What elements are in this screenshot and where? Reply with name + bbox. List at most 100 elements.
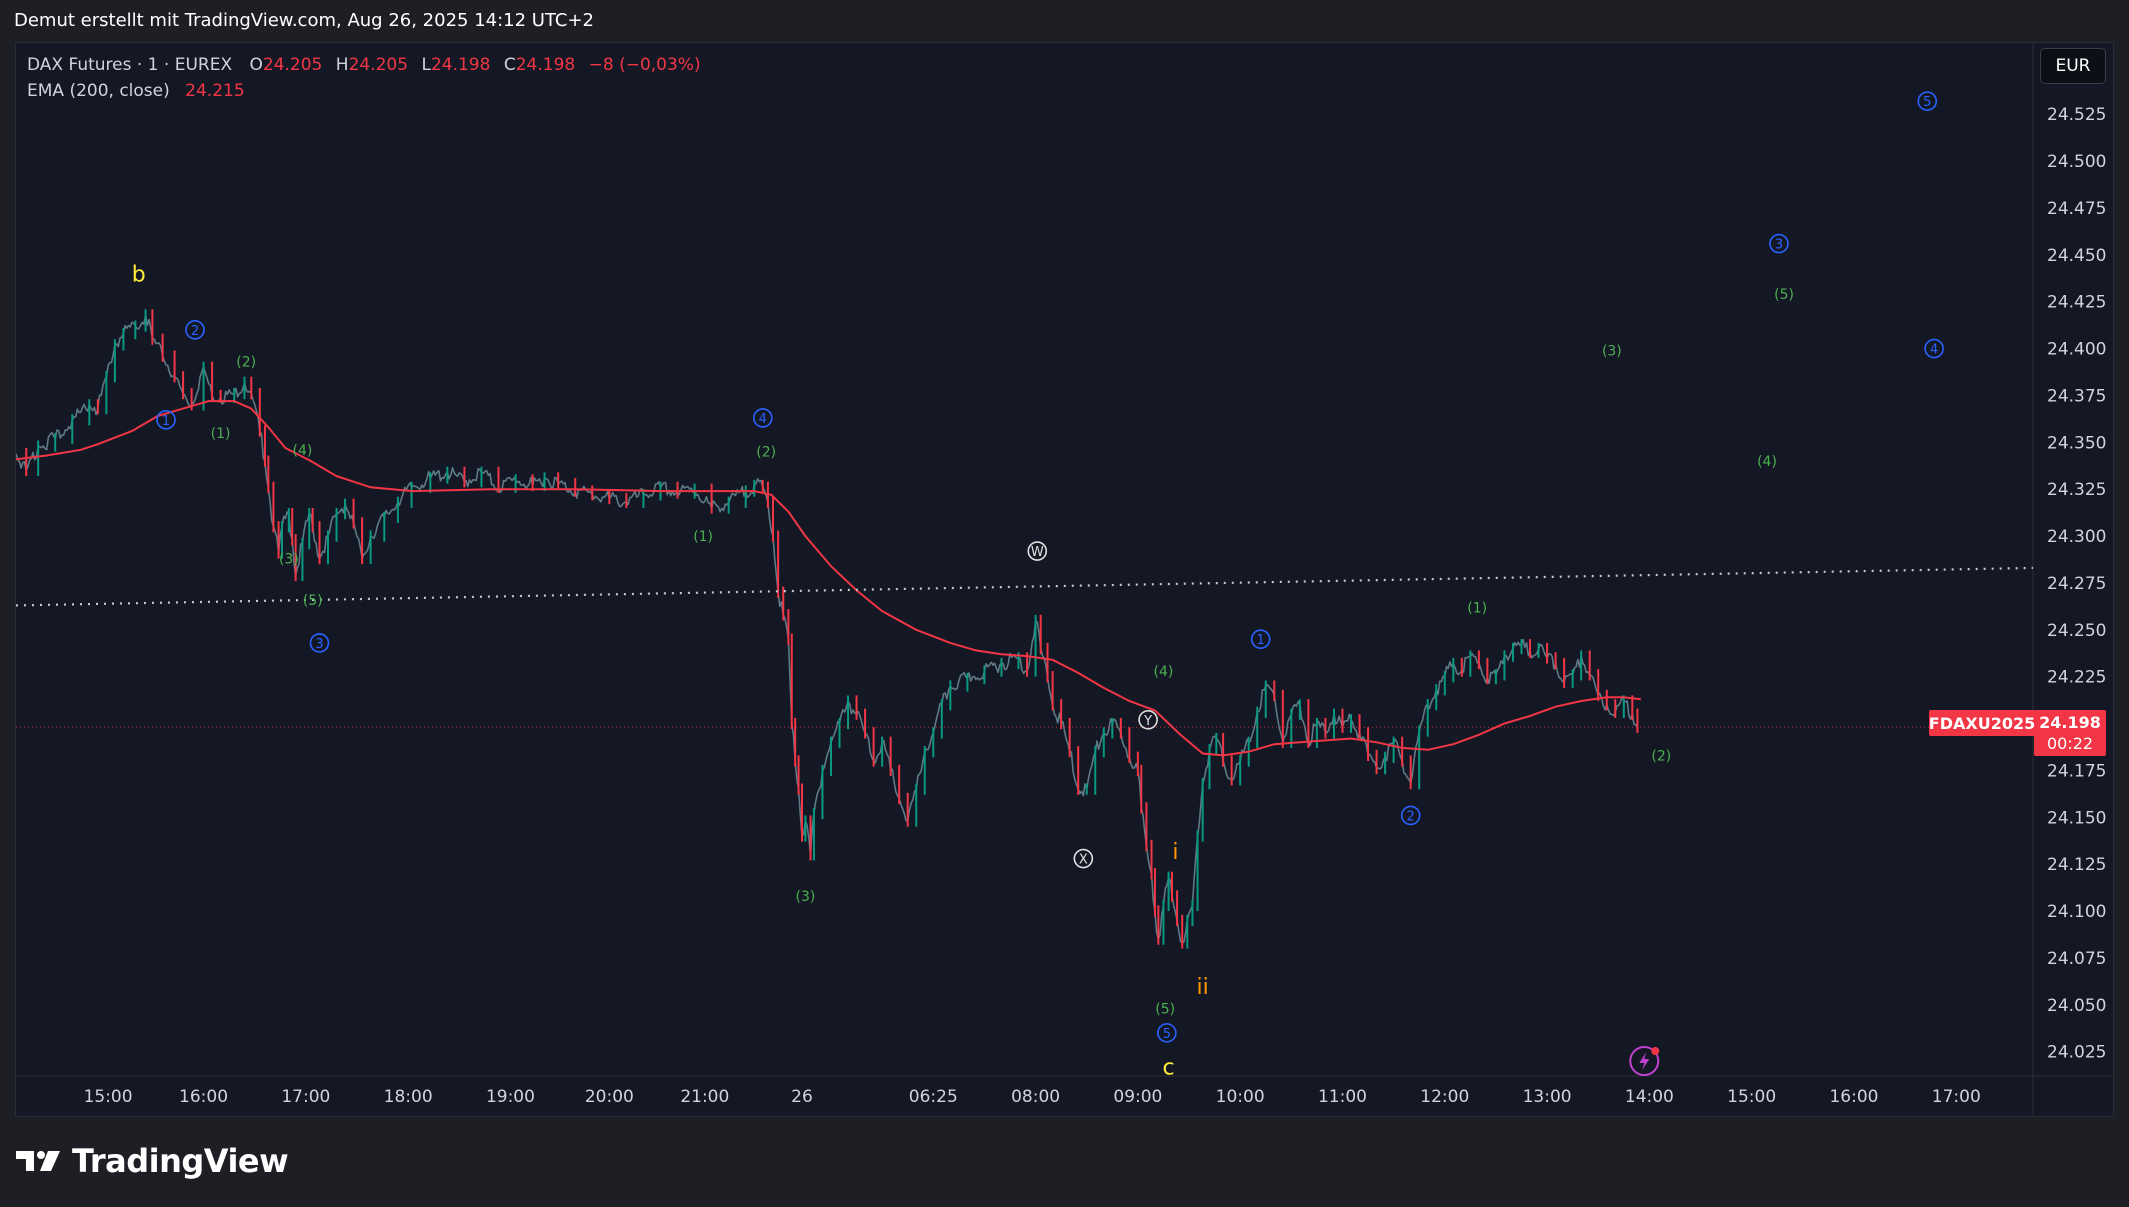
wave-label: (2)	[756, 445, 776, 461]
x-tick-label: 21:00	[680, 1087, 729, 1107]
low-value: 24.198	[430, 55, 491, 75]
wave-label-text: 2	[1407, 809, 1415, 824]
ema-value: 24.215	[185, 81, 245, 101]
y-tick-label: 24.175	[2047, 761, 2106, 781]
symbol-name[interactable]: DAX Futures · 1 · EUREX	[27, 55, 233, 75]
chart-frame[interactable]: b 2 (2) 1 (1) (4) (3) (5) 3 4 (2) (1) (3) W X Y (4) i ii (5…	[15, 42, 2114, 1117]
wave-label-text: Y	[1143, 714, 1152, 729]
wave-label: b	[132, 263, 146, 288]
wave-circle	[309, 633, 330, 653]
y-tick-label: 24.400	[2047, 340, 2106, 360]
open-value: 24.205	[262, 55, 323, 75]
wave-label: (2)	[1651, 748, 1671, 764]
wave-circle	[1250, 629, 1271, 649]
wave-circle	[1769, 233, 1789, 254]
ohlc-row: DAX Futures · 1 · EUREX O24.205 H24.205 …	[27, 52, 701, 78]
wave-label-circled: W	[1027, 541, 1048, 561]
wave-circle	[1027, 541, 1048, 561]
wave-label-text: 1	[1257, 633, 1265, 648]
wave-label: (5)	[1155, 1002, 1175, 1018]
ema-label[interactable]: EMA (200, close)	[27, 81, 170, 101]
y-tick-label: 24.225	[2047, 668, 2106, 688]
dotted-trend-line	[16, 566, 2034, 607]
wave-label-text: 3	[315, 637, 323, 652]
x-tick-label: 18:00	[384, 1087, 433, 1107]
x-tick-label: 12:00	[1420, 1087, 1469, 1107]
ema-row[interactable]: EMA (200, close) 24.215	[27, 78, 701, 104]
x-tick-label: 09:00	[1113, 1087, 1162, 1107]
wave-label-circled: 5	[1917, 91, 1938, 111]
y-tick-label: 24.125	[2047, 855, 2106, 875]
x-tick-label: 15:00	[84, 1087, 133, 1107]
y-tick-label: 24.475	[2047, 199, 2106, 219]
wave-label: c	[1163, 1056, 1175, 1081]
x-tick-label: 17:00	[281, 1087, 330, 1107]
wave-label-text: 4	[759, 412, 767, 427]
currency-button[interactable]: EUR	[2040, 48, 2106, 84]
wave-label: (3)	[1602, 343, 1622, 359]
lightning-icon-bolt	[1639, 1052, 1650, 1071]
wave-label: ii	[1197, 975, 1209, 1000]
open-label: O	[249, 55, 263, 75]
bar-countdown: 00:22	[2046, 734, 2094, 753]
wave-label: (4)	[1154, 664, 1174, 680]
y-tick-label: 24.150	[2047, 808, 2106, 828]
wave-label-circled: 2	[1400, 805, 1421, 826]
chart-legend: DAX Futures · 1 · EUREX O24.205 H24.205 …	[27, 52, 701, 104]
x-tick-label: 13:00	[1523, 1087, 1572, 1107]
x-tick-label: 11:00	[1318, 1087, 1367, 1107]
y-tick-label: 24.075	[2047, 949, 2106, 969]
x-tick-label: 15:00	[1727, 1087, 1776, 1107]
y-tick-label: 24.325	[2047, 480, 2106, 500]
wave-label: (1)	[1467, 600, 1487, 616]
wave-label-circled: X	[1073, 848, 1094, 869]
y-tick-label: 24.525	[2047, 105, 2106, 125]
wave-label-text: 2	[191, 324, 199, 339]
last-price-value: 24.198	[2039, 713, 2101, 732]
wave-label-circled: 1	[1250, 629, 1271, 649]
ema-line	[16, 400, 1642, 757]
wave-circle	[185, 320, 205, 340]
y-tick-label: 24.375	[2047, 386, 2106, 406]
wave-label-text: 4	[1930, 343, 1938, 358]
y-tick-label: 24.050	[2047, 996, 2106, 1016]
high-label: H	[335, 55, 349, 75]
x-tick-label: 17:00	[1932, 1087, 1981, 1107]
wave-label: (5)	[1774, 287, 1794, 303]
wave-label-text: 3	[1775, 238, 1783, 253]
price-chart[interactable]: b2(2)1(1)(4)(3)(5)34(2)(1)(3)WXY(4)iii(5…	[16, 43, 2113, 1116]
wave-label-circled: 2	[185, 320, 205, 340]
lightning-icon-ring	[1629, 1046, 1660, 1077]
y-tick-label: 24.450	[2047, 246, 2106, 266]
x-tick-label: 10:00	[1216, 1087, 1265, 1107]
x-tick-label: 08:00	[1011, 1087, 1060, 1107]
wave-circle	[1157, 1023, 1177, 1043]
y-tick-label: 24.250	[2047, 621, 2106, 641]
wave-label: (4)	[1757, 454, 1777, 470]
wave-label: (1)	[211, 426, 231, 442]
low-label: L	[421, 55, 431, 75]
x-tick-label: 19:00	[486, 1087, 535, 1107]
wave-circle	[1073, 848, 1094, 869]
x-tick-label: 06:25	[909, 1087, 958, 1107]
change-value: −8 (−0,03%)	[588, 55, 701, 75]
notification-dot	[1651, 1047, 1660, 1056]
wave-label-circled: 4	[752, 408, 773, 428]
wave-label: (5)	[303, 593, 323, 609]
wave-circle	[1400, 805, 1421, 826]
x-tick-label: 14:00	[1625, 1087, 1674, 1107]
wave-label-text: 5	[1923, 95, 1931, 110]
tradingview-logo-icon	[16, 1151, 60, 1171]
wave-circle	[1924, 338, 1944, 359]
tradingview-logo[interactable]: TradingView	[16, 1142, 289, 1180]
y-tick-label: 24.275	[2047, 574, 2106, 594]
y-tick-label: 24.500	[2047, 152, 2106, 172]
wave-label: i	[1172, 840, 1178, 865]
wave-label-circled: 4	[1924, 338, 1944, 359]
wave-circle	[156, 410, 176, 430]
wave-circle	[1917, 91, 1938, 111]
wave-label-circled: 1	[156, 410, 176, 430]
lightning-icon[interactable]	[1629, 1046, 1660, 1077]
y-tick-label: 24.300	[2047, 527, 2106, 547]
x-tick-label: 16:00	[179, 1087, 228, 1107]
